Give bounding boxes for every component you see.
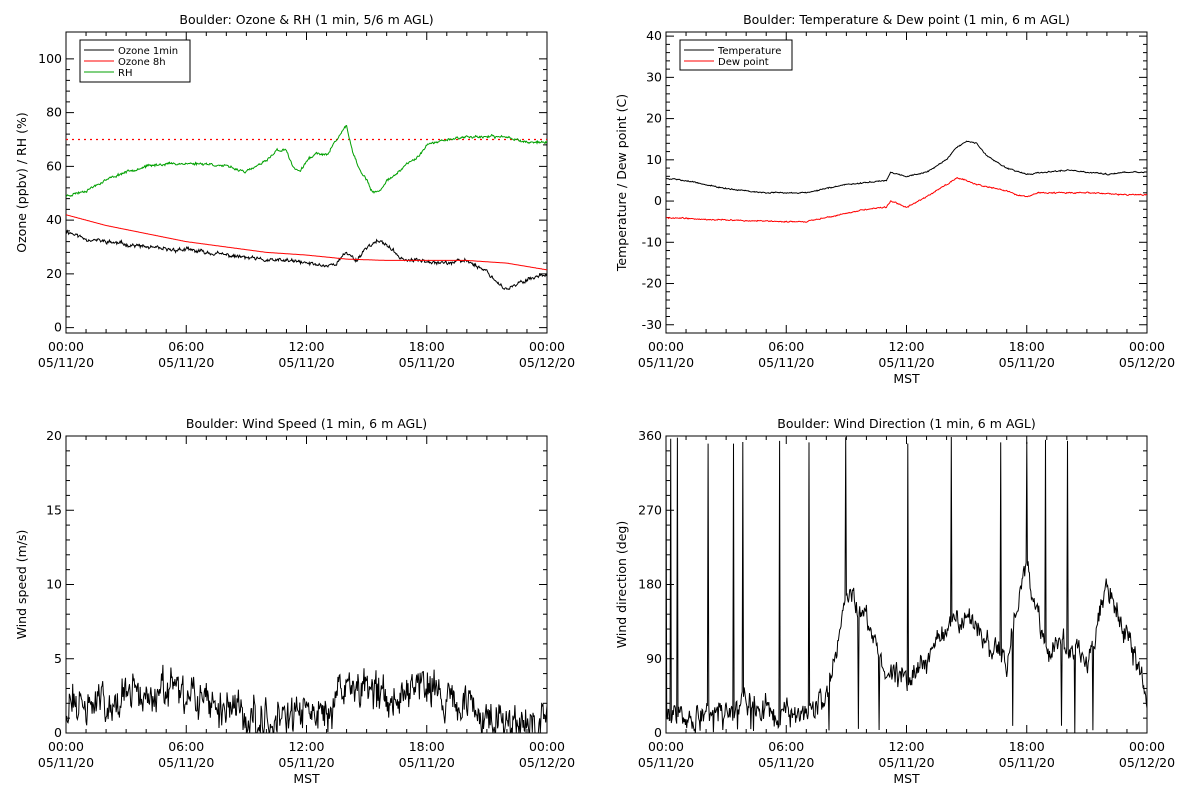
- y-axis-label: Ozone (ppbv) / RH (%): [14, 112, 29, 252]
- chart-panel-wind-dir: Boulder: Wind Direction (1 min, 6 m AGL)…: [614, 416, 1175, 786]
- x-tick-label-date: 05/12/20: [1119, 755, 1175, 770]
- x-axis-label: MST: [893, 771, 920, 786]
- x-tick-label-time: 06:00: [768, 339, 804, 354]
- y-tick-label: 100: [38, 51, 62, 66]
- plot-frame: [665, 31, 1148, 334]
- y-tick-label: 0: [54, 725, 62, 740]
- x-tick-label-time: 12:00: [888, 339, 924, 354]
- x-tick-label-date: 05/11/20: [638, 355, 694, 370]
- x-tick-label-time: 06:00: [168, 739, 204, 754]
- x-tick-label-time: 18:00: [1009, 339, 1045, 354]
- x-tick-label-date: 05/11/20: [158, 755, 214, 770]
- series-line-temperature: [666, 140, 1147, 195]
- x-tick-label-date: 05/11/20: [999, 355, 1055, 370]
- x-tick-label-date: 05/12/20: [519, 355, 575, 370]
- y-tick-label: 15: [46, 502, 62, 517]
- series-line-data: [666, 436, 1147, 733]
- x-tick-label-date: 05/12/20: [1119, 355, 1175, 370]
- y-tick-label: 20: [46, 266, 62, 281]
- x-tick-label-time: 00:00: [648, 739, 684, 754]
- chart-title: Boulder: Wind Direction (1 min, 6 m AGL): [777, 416, 1035, 431]
- y-tick-label: -20: [642, 276, 662, 291]
- x-tick-label-date: 05/11/20: [399, 755, 455, 770]
- series-line-ozone-8h: [66, 214, 547, 271]
- x-tick-label-date: 05/11/20: [758, 755, 814, 770]
- x-tick-label-time: 18:00: [409, 339, 445, 354]
- y-tick-label: 20: [646, 111, 662, 126]
- legend-label: Dew point: [718, 57, 769, 68]
- x-axis-label: MST: [293, 771, 320, 786]
- y-tick-label: 60: [46, 158, 62, 173]
- y-axis-label: Temperature / Dew point (C): [614, 94, 629, 272]
- y-axis-label: Wind speed (m/s): [14, 530, 29, 640]
- y-tick-label: 10: [646, 152, 662, 167]
- x-tick-label-date: 05/11/20: [878, 355, 934, 370]
- chart-title: Boulder: Wind Speed (1 min, 6 m AGL): [186, 416, 427, 431]
- chart-title: Boulder: Temperature & Dew point (1 min,…: [743, 12, 1070, 27]
- legend-label: Temperature: [717, 46, 781, 57]
- y-tick-label: 360: [638, 428, 662, 443]
- x-tick-label-date: 05/11/20: [399, 355, 455, 370]
- series-line-rh: [66, 125, 547, 197]
- x-tick-label-time: 00:00: [648, 339, 684, 354]
- legend-label: Ozone 1min: [118, 46, 178, 57]
- y-tick-label: 10: [46, 577, 62, 592]
- x-tick-label-time: 12:00: [288, 739, 324, 754]
- chart-panel-ozone-rh: Boulder: Ozone & RH (1 min, 5/6 m AGL) 0 2…: [14, 12, 575, 370]
- y-tick-label: 90: [646, 651, 662, 666]
- x-axis-label: MST: [893, 371, 920, 386]
- x-tick-label-time: 00:00: [48, 339, 84, 354]
- legend-label: RH: [118, 68, 132, 79]
- chart-title: Boulder: Ozone & RH (1 min, 5/6 m AGL): [179, 12, 433, 27]
- x-tick-label-time: 00:00: [48, 739, 84, 754]
- x-tick-label-date: 05/11/20: [758, 355, 814, 370]
- x-tick-label-time: 12:00: [888, 739, 924, 754]
- x-tick-label-date: 05/11/20: [278, 355, 334, 370]
- legend-box: [679, 39, 793, 71]
- x-tick-label-time: 18:00: [409, 739, 445, 754]
- x-tick-label-time: 12:00: [288, 339, 324, 354]
- y-tick-label: 40: [46, 212, 62, 227]
- x-tick-label-time: 00:00: [1129, 739, 1165, 754]
- y-tick-label: 5: [54, 651, 62, 666]
- y-tick-label: 20: [46, 428, 62, 443]
- x-tick-label-time: 00:00: [529, 739, 565, 754]
- x-tick-label-date: 05/11/20: [999, 755, 1055, 770]
- y-tick-label: 270: [638, 502, 662, 517]
- y-tick-label: 80: [46, 105, 62, 120]
- x-tick-label-date: 05/11/20: [158, 355, 214, 370]
- x-tick-label-time: 06:00: [168, 339, 204, 354]
- y-tick-label: -30: [642, 317, 662, 332]
- chart-panel-wind-speed: Boulder: Wind Speed (1 min, 6 m AGL) 0 5 10…: [14, 416, 575, 786]
- x-tick-label-date: 05/11/20: [38, 355, 94, 370]
- y-tick-label: 0: [654, 193, 662, 208]
- y-tick-label: 0: [654, 725, 662, 740]
- x-tick-label-date: 05/12/20: [519, 755, 575, 770]
- series-line-ozone-1min: [66, 229, 547, 291]
- y-tick-label: 0: [54, 320, 62, 335]
- x-tick-label-date: 05/11/20: [638, 755, 694, 770]
- y-tick-label: 30: [646, 69, 662, 84]
- x-tick-label-time: 06:00: [768, 739, 804, 754]
- x-tick-label-date: 05/11/20: [278, 755, 334, 770]
- series-line-data: [66, 664, 547, 733]
- series-line-dew-point: [666, 176, 1147, 223]
- legend-label: Ozone 8h: [118, 57, 166, 68]
- y-tick-label: 180: [638, 577, 662, 592]
- y-tick-label: -10: [642, 234, 662, 249]
- y-tick-label: 40: [646, 28, 662, 43]
- x-tick-label-date: 05/11/20: [878, 755, 934, 770]
- x-tick-label-time: 00:00: [529, 339, 565, 354]
- x-tick-label-time: 18:00: [1009, 739, 1045, 754]
- x-tick-label-time: 00:00: [1129, 339, 1165, 354]
- chart-panel-temp-dew: Boulder: Temperature & Dew point (1 min,…: [614, 12, 1175, 386]
- x-tick-label-date: 05/11/20: [38, 755, 94, 770]
- y-axis-label: Wind direction (deg): [614, 521, 629, 648]
